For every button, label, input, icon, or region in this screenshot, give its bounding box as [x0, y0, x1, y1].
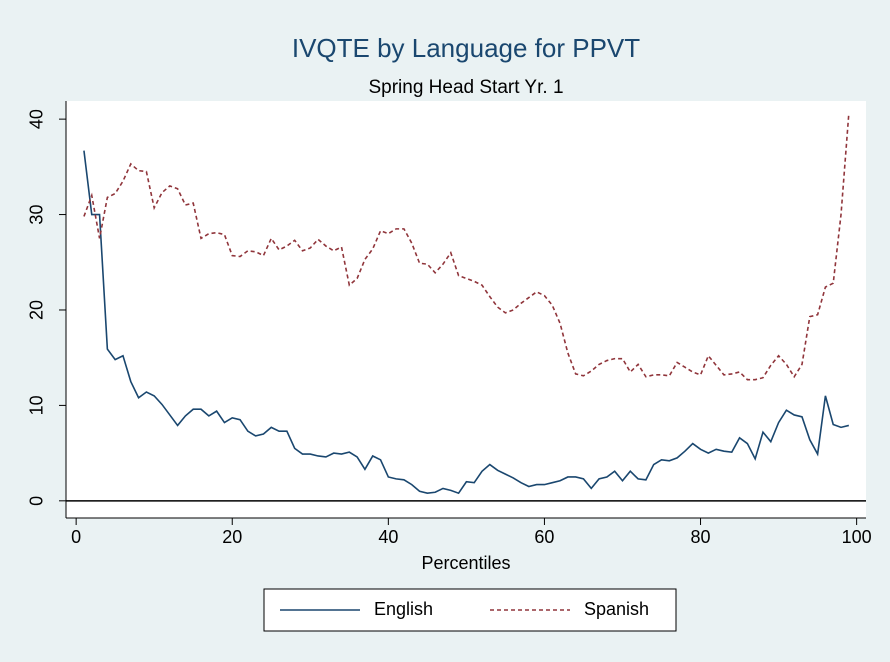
y-tick-label: 20: [27, 300, 47, 320]
x-tick-label: 40: [378, 527, 398, 547]
chart-title: IVQTE by Language for PPVT: [292, 33, 640, 63]
y-tick-label: 30: [27, 205, 47, 225]
chart-subtitle: Spring Head Start Yr. 1: [368, 77, 563, 98]
legend-label: Spanish: [584, 599, 649, 619]
x-tick-label: 100: [842, 527, 872, 547]
y-tick-label: 10: [27, 395, 47, 415]
y-tick-label: 40: [27, 109, 47, 129]
x-tick-label: 0: [71, 527, 81, 547]
y-tick-label: 0: [27, 496, 47, 506]
plot-area: [66, 101, 866, 518]
x-tick-label: 20: [222, 527, 242, 547]
series-line: [83, 150, 850, 495]
x-tick-label: 80: [691, 527, 711, 547]
x-axis-label: Percentiles: [421, 553, 510, 573]
x-tick-label: 60: [534, 527, 554, 547]
legend-label: English: [374, 599, 433, 619]
